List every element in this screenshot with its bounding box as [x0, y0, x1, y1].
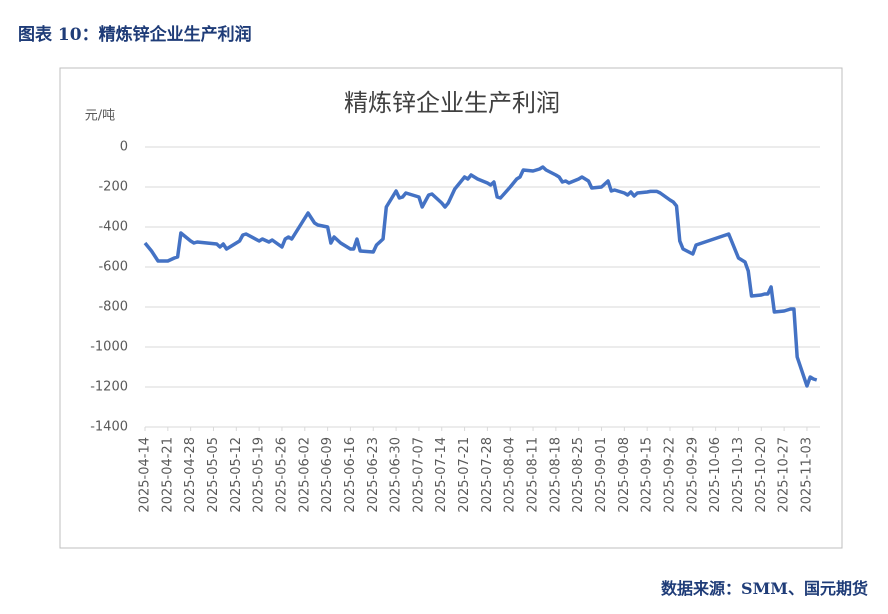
y-tick-label: -400 — [98, 220, 128, 235]
y-tick-label: -1200 — [90, 380, 128, 395]
x-tick-label: 2025-05-19 — [252, 437, 267, 513]
x-tick-label: 2025-08-04 — [503, 437, 518, 513]
x-tick-label: 2025-07-28 — [480, 437, 495, 513]
x-tick-label: 2025-09-29 — [685, 437, 700, 513]
x-tick-label: 2025-04-28 — [183, 437, 198, 513]
y-axis-label: 元/吨 — [85, 109, 115, 124]
x-tick-label: 2025-04-21 — [160, 437, 175, 513]
x-tick-label: 2025-10-13 — [731, 437, 746, 513]
chart-frame — [59, 67, 843, 549]
y-tick-label: -800 — [98, 300, 128, 315]
y-tick-label: -200 — [98, 180, 128, 195]
x-tick-label: 2025-06-16 — [343, 437, 358, 513]
x-tick-label: 2025-08-25 — [571, 437, 586, 513]
x-tick-label: 2025-09-08 — [617, 437, 632, 513]
header-title: 图表 10：精炼锌企业生产利润 — [18, 25, 252, 45]
x-tick-label: 2025-10-20 — [754, 437, 769, 513]
x-tick-label: 2025-08-11 — [526, 437, 541, 513]
y-tick-label: -600 — [98, 260, 128, 275]
x-tick-label: 2025-09-01 — [594, 437, 609, 513]
x-tick-label: 2025-10-06 — [708, 437, 723, 513]
x-tick-label: 2025-06-30 — [389, 437, 404, 513]
y-tick-label: -1000 — [90, 340, 128, 355]
x-tick-label: 2025-06-02 — [297, 437, 312, 513]
source: 数据来源：SMM、国元期货 — [661, 579, 868, 598]
x-tick-label: 2025-05-12 — [229, 437, 244, 513]
y-tick-label: -1400 — [90, 420, 128, 435]
x-tick-label: 2025-09-22 — [663, 437, 678, 513]
x-tick-label: 2025-04-14 — [138, 437, 153, 513]
data-line — [143, 165, 818, 388]
chart-title: 精炼锌企业生产利润 — [344, 89, 560, 117]
x-tick-label: 2025-11-03 — [799, 437, 814, 513]
x-tick-label: 2025-07-07 — [411, 437, 426, 513]
x-tick-label: 2025-05-26 — [274, 437, 289, 513]
x-tick-label: 2025-07-21 — [457, 437, 472, 513]
x-tick-label: 2025-09-15 — [640, 437, 655, 513]
x-tick-label: 2025-05-05 — [206, 437, 221, 513]
x-tick-label: 2025-07-14 — [434, 437, 449, 513]
x-tick-label: 2025-06-23 — [366, 437, 381, 513]
x-tick-label: 2025-10-27 — [777, 437, 792, 513]
x-tick-label: 2025-08-18 — [548, 437, 563, 513]
x-tick-label: 2025-06-09 — [320, 437, 335, 513]
y-tick-label: 0 — [120, 140, 128, 155]
